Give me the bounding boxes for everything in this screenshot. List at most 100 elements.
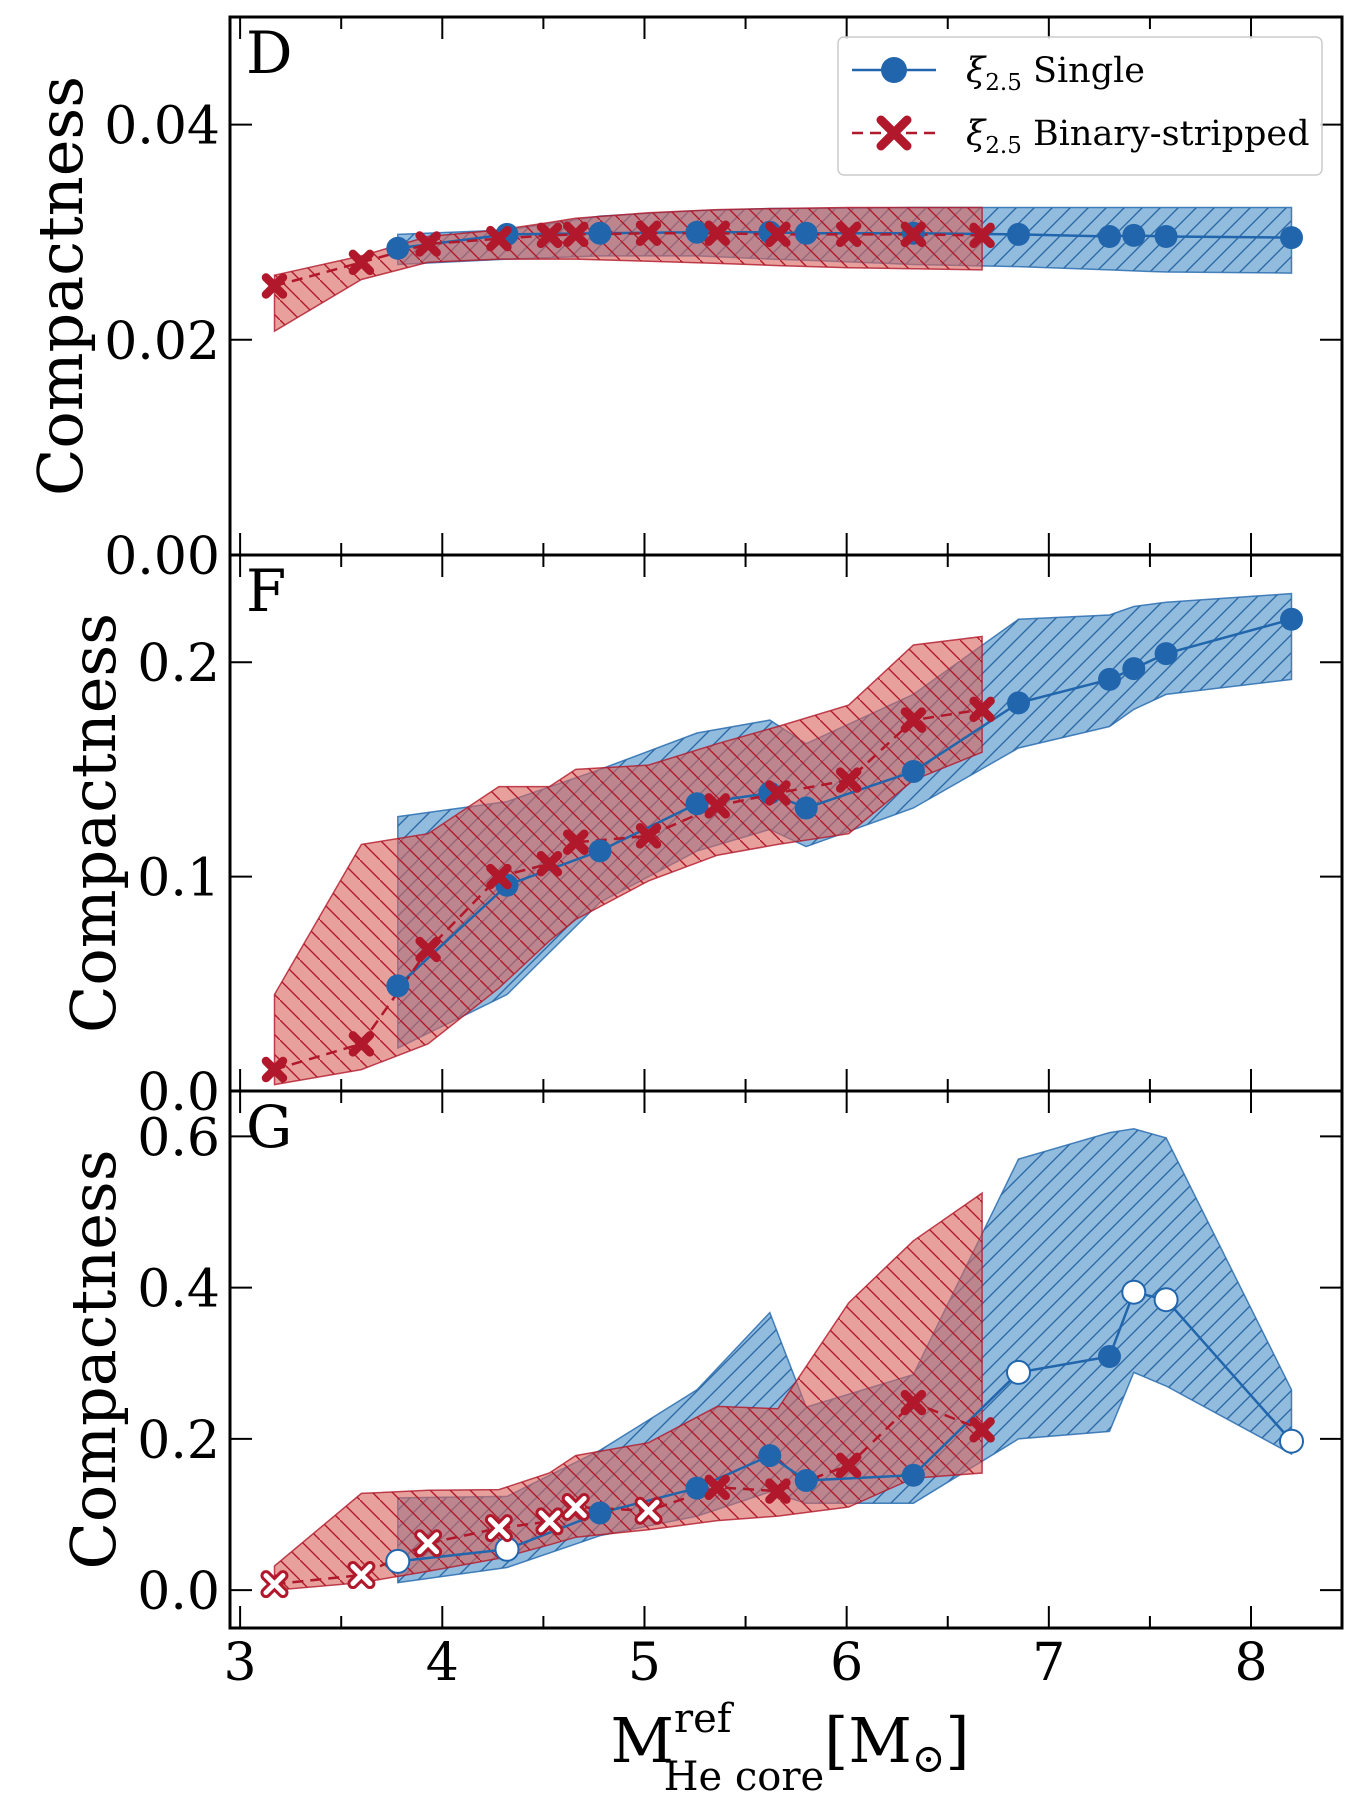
y-tick-label: 0.1 [137,849,220,909]
data-point-single [685,1476,709,1500]
data-point-binary [564,1495,587,1518]
legend-binary-label: ξ2.5 Binary-stripped [966,114,1310,159]
x-tick-label: 5 [628,1633,661,1693]
data-point-binary [486,863,512,890]
data-point-single [1122,657,1146,681]
legend-entry-binary: ξ2.5 Binary-stripped [852,114,1310,159]
x-tick-label: 4 [426,1633,459,1693]
data-point-single [685,220,709,244]
x-tick-label: 8 [1234,1633,1267,1693]
data-point-single [385,1548,411,1574]
series-line-binary [274,232,983,288]
data-point-single [1098,667,1121,691]
data-point-binary [900,707,927,733]
panel-g-plot-area [273,1128,1293,1592]
y-tick-label: 0.04 [104,97,220,157]
data-point-binary [900,221,927,248]
data-point-binary [765,780,791,806]
y-axis-label: Compactness [24,76,97,496]
data-point-binary [261,1056,288,1083]
data-point-single [1007,222,1030,246]
y-tick-label: 0.00 [104,527,220,587]
data-point-binary [538,1510,561,1533]
panel-letter: D [246,19,293,87]
data-point-binary [487,1517,510,1540]
data-point-binary [835,1452,862,1479]
x-tick-labels: 3 4 5 6 7 8 [224,1633,1268,1693]
y-tick-label: 0.02 [104,312,220,372]
data-point-single [386,236,410,260]
y-tick-label: 0.6 [137,1108,220,1168]
data-point-binary [536,222,563,249]
data-point-binary [350,1564,373,1587]
data-point-binary [562,829,589,856]
data-point-binary [348,1031,375,1057]
data-point-single [758,1444,782,1468]
data-point-binary [765,221,791,248]
data-point-binary [835,221,862,248]
data-point-binary [263,1573,286,1596]
data-point-binary [900,1389,927,1416]
data-point-single [901,1463,925,1487]
y-axis-label: Compactness [57,1149,130,1569]
y-tick-label: 0.2 [137,634,220,694]
data-point-single [1006,1359,1031,1385]
y-axis-label: Compactness [57,613,130,1033]
panel-letter: F [246,557,286,625]
data-point-single [1121,1279,1147,1305]
data-point-binary [415,936,441,963]
data-point-single [1280,226,1303,250]
data-point-binary [637,1499,660,1522]
data-point-binary [704,1474,731,1501]
data-point-binary [969,1417,995,1443]
data-point-binary [348,249,375,276]
legend-entry-single: ξ2.5 Single [852,51,1145,96]
data-point-binary [635,823,662,849]
band-hatch-binary [274,1193,983,1591]
band-hatch-binary [274,636,983,1085]
data-point-single [588,221,612,245]
data-point-single [1098,225,1121,248]
legend-box [837,36,1323,176]
data-point-binary [765,1478,791,1504]
data-point-single [588,839,612,863]
panel-f-plot-area [273,592,1293,1086]
data-point-single [685,792,709,816]
y-tick-label: 0.2 [137,1411,220,1471]
data-point-single [1279,1428,1304,1454]
data-point-binary [704,220,731,247]
x-tick-label: 7 [1032,1633,1065,1693]
data-point-binary [486,225,512,252]
y-tick-label: 0.0 [137,1063,220,1123]
data-point-single [794,796,818,820]
data-point-single [794,1469,818,1492]
x-axis-label: Mref He core[M⊙] [610,1696,969,1800]
data-point-binary [417,1532,440,1555]
x-tick-label: 3 [224,1633,257,1693]
data-point-single [1154,225,1178,248]
data-point-single [1154,642,1178,666]
panel-g: 0.0 0.2 0.4 0.6 G Compactness [57,1089,1344,1630]
legend: ξ2.5 Single ξ2.5 Binary-stripped [837,36,1323,176]
x-tick-label: 6 [830,1633,863,1693]
band-hatch-binary [274,207,983,332]
data-point-binary [635,220,662,247]
data-point-single [1122,223,1146,247]
panel-f: 0.0 0.1 0.2 F Compactness [57,553,1344,1123]
data-point-binary [969,222,995,249]
y-tick-label: 0.0 [137,1562,220,1622]
panel-letter: G [246,1093,292,1161]
data-point-single [1153,1287,1179,1313]
data-point-single [1098,1345,1121,1368]
data-point-single [794,221,818,245]
data-point-binary [704,793,731,819]
data-point-single [901,760,925,783]
data-point-single [1007,691,1030,715]
data-point-binary [562,221,589,248]
panel-d: 0.00 0.02 0.04 D Compactness [24,15,1344,587]
data-point-single [386,974,410,998]
y-tick-label: 0.4 [137,1260,220,1320]
data-point-binary [536,850,563,877]
data-point-single [588,1501,612,1525]
